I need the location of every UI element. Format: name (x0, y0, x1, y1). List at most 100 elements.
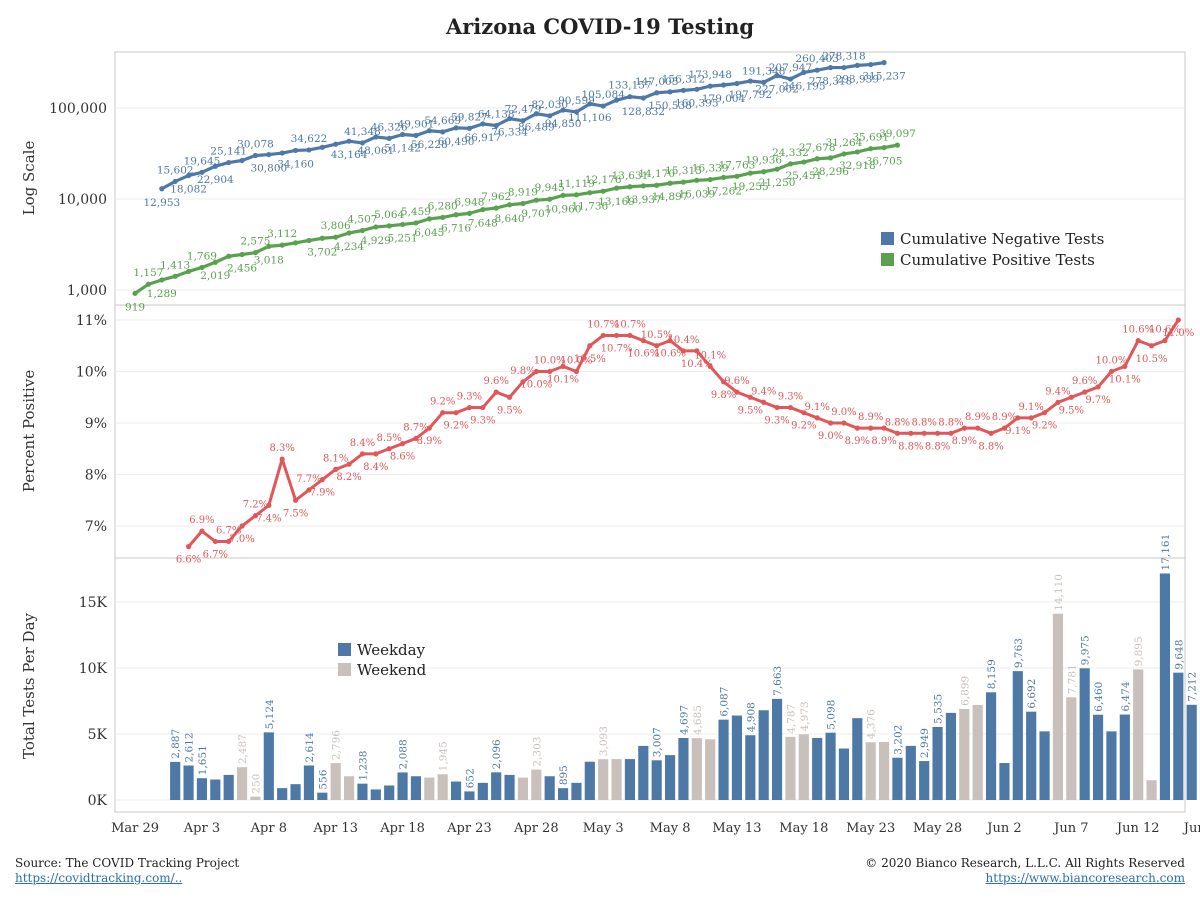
positive-series-line (134, 143, 898, 295)
percent-data-label: 8.4% (350, 438, 375, 449)
positive-series-data-label: 12,176 (585, 174, 622, 186)
percent-data-label: 8.4% (363, 462, 388, 473)
positive-series-data-label: 4,507 (347, 213, 377, 225)
positive-series-point (132, 290, 138, 296)
negative-series-point (466, 125, 473, 131)
percent-data-label: 9.7% (1085, 395, 1110, 406)
site-link[interactable]: https://www.biancoresearch.com (985, 871, 1185, 885)
negative-series-point (373, 134, 379, 140)
negative-series-data-label: 147,005 (635, 76, 678, 88)
percent-data-label: 6.9% (189, 515, 214, 526)
percent-positive-point (279, 456, 285, 462)
weekday-bar (477, 782, 488, 800)
positive-series-point (868, 146, 874, 152)
percent-positive-point (185, 544, 192, 550)
positive-series-point (707, 176, 713, 183)
weekday-bar (357, 783, 368, 800)
percent-data-label: 10.5% (574, 354, 606, 365)
bar-data-label: 6,899 (959, 676, 971, 706)
positive-series-data-label: 31,264 (826, 137, 863, 149)
negative-series-data-label: 22,904 (197, 174, 234, 186)
x-tick-label: May 18 (779, 821, 828, 836)
percent-data-label: 8.2% (336, 472, 361, 483)
percent-data-label: 7.0% (229, 534, 254, 545)
bar-data-label: 2,096 (491, 739, 503, 769)
percent-positive-point (1175, 317, 1181, 323)
weekend-bar (798, 734, 809, 800)
percent-data-label: 6.6% (176, 555, 201, 566)
bar-data-label: 9,975 (1080, 635, 1092, 665)
weekday-bar (557, 788, 569, 800)
positive-series-point (319, 235, 325, 241)
bar-data-label: 1,238 (357, 751, 369, 781)
percent-positive-point (547, 368, 553, 375)
positive-series-data-label: 8,919 (508, 187, 538, 199)
positive-series-point (239, 251, 245, 258)
positive-series-point (306, 237, 312, 244)
x-tick-label: May 13 (712, 821, 761, 836)
percent-data-label: 8.9% (992, 412, 1017, 423)
weekday-bar (731, 715, 743, 800)
positive-series-point (894, 142, 901, 148)
positive-series-data-label: 10,960 (545, 203, 582, 215)
positive-series-data-label: 4,234 (334, 241, 364, 253)
legend-label: Weekday (357, 641, 426, 659)
percent-positive-point (239, 523, 245, 529)
negative-series-data-label: 260,403 (795, 53, 838, 65)
weekday-bar (290, 784, 301, 800)
positive-series-data-label: 36,705 (866, 156, 903, 168)
percent-data-label: 6.7% (216, 525, 241, 536)
weekend-bar (517, 777, 529, 800)
legend-swatch (881, 232, 894, 245)
percent-data-label: 10.0% (561, 356, 593, 367)
weekend-bar (236, 767, 248, 800)
percent-data-label: 9.1% (804, 402, 829, 413)
positive-series-point (841, 151, 847, 157)
positive-series-point (667, 180, 673, 186)
percent-positive-point (533, 368, 539, 375)
chart-title: Arizona COVID-19 Testing (445, 14, 755, 39)
positive-series-point (506, 202, 513, 208)
weekday-bar (1159, 573, 1171, 800)
percent-positive-point (266, 502, 272, 508)
weekday-bar (317, 792, 328, 800)
positive-series-data-label: 1,413 (160, 259, 190, 271)
percent-data-label: 7.7% (296, 474, 321, 485)
percent-data-label: 9.1% (1005, 426, 1030, 437)
percent-positive-point (1068, 394, 1074, 400)
percent-data-label: 9.5% (738, 405, 763, 416)
positive-series-data-label: 13,631 (612, 170, 649, 182)
positive-series-point (373, 224, 379, 230)
weekday-bar (1173, 672, 1184, 800)
percent-positive-point (694, 348, 700, 354)
positive-series-point (560, 192, 566, 198)
positive-series-data-label: 16,339 (692, 163, 729, 175)
percent-positive-point (292, 497, 299, 503)
weekend-bar (878, 741, 890, 800)
percent-data-label: 8.8% (911, 417, 936, 428)
negative-series-data-label: 227,002 (755, 84, 798, 96)
negative-series-point (319, 144, 325, 150)
weekday-bar (1106, 731, 1117, 800)
percent-positive-point (1028, 415, 1034, 421)
source-link[interactable]: https://covidtracking.com/.. (15, 871, 183, 885)
percent-data-label: 7.9% (310, 488, 335, 499)
weekday-bar (985, 692, 997, 800)
percent-data-label: 9.5% (1059, 405, 1084, 416)
positive-series-point (145, 281, 152, 287)
x-tick-label: Apr 8 (250, 821, 287, 836)
negative-series-point (654, 90, 660, 96)
bar-data-label: 9,648 (1173, 640, 1185, 670)
weekday-bar (370, 789, 381, 800)
source-line: Source: The COVID Tracking Project (15, 856, 239, 870)
percent-data-label: 8.9% (871, 436, 896, 447)
positive-series-point (613, 185, 620, 191)
positive-series-point (346, 230, 352, 236)
percent-data-label: 9.6% (724, 376, 749, 387)
percent-positive-point (480, 404, 486, 411)
percent-positive-point (573, 368, 580, 375)
percent-data-label: 8.5% (376, 433, 401, 444)
percent-positive-point (399, 441, 406, 447)
y-tick-label: 5K (88, 727, 108, 743)
